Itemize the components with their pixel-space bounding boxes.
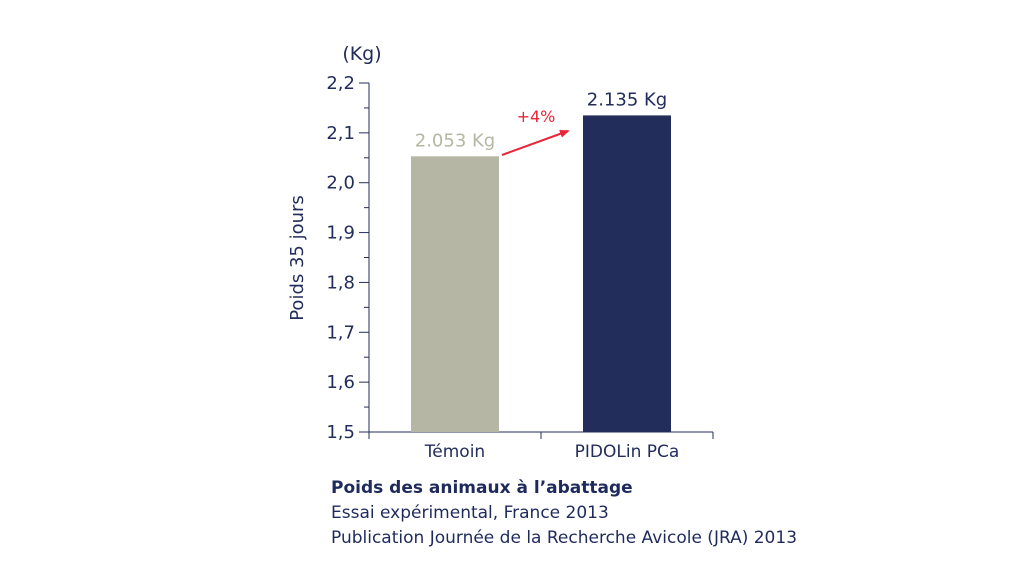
bar-2 bbox=[583, 115, 671, 433]
y-tick-label: 1,9 bbox=[326, 223, 355, 244]
y-tick-label: 2,1 bbox=[326, 123, 355, 144]
y-tick-label: 1,6 bbox=[326, 372, 355, 393]
chart-caption: Poids des animaux à l’abattage Essai exp… bbox=[331, 476, 797, 551]
bar-1 bbox=[411, 156, 499, 433]
y-axis-label: Poids 35 jours bbox=[287, 195, 308, 321]
y-tick-label: 2,0 bbox=[326, 173, 355, 194]
y-tick-label: 1,5 bbox=[326, 422, 355, 443]
increase-arrow bbox=[501, 129, 570, 156]
unit-label: (Kg) bbox=[342, 43, 381, 65]
bar-value-label: 2.135 Kg bbox=[587, 89, 667, 110]
y-tick-label: 1,8 bbox=[326, 272, 355, 293]
y-tick-label: 2,2 bbox=[326, 73, 355, 94]
caption-title: Poids des animaux à l’abattage bbox=[331, 478, 633, 498]
x-category-label: Témoin bbox=[424, 442, 485, 462]
caption-line-2: Publication Journée de la Recherche Avic… bbox=[331, 528, 798, 548]
x-category-label: PIDOLin PCa bbox=[575, 442, 680, 462]
caption-line-1: Essai expérimental, France 2013 bbox=[331, 503, 609, 523]
y-tick-label: 1,7 bbox=[326, 322, 355, 343]
bar-value-label: 2.053 Kg bbox=[415, 130, 495, 151]
increase-annotation: +4% bbox=[517, 107, 556, 126]
